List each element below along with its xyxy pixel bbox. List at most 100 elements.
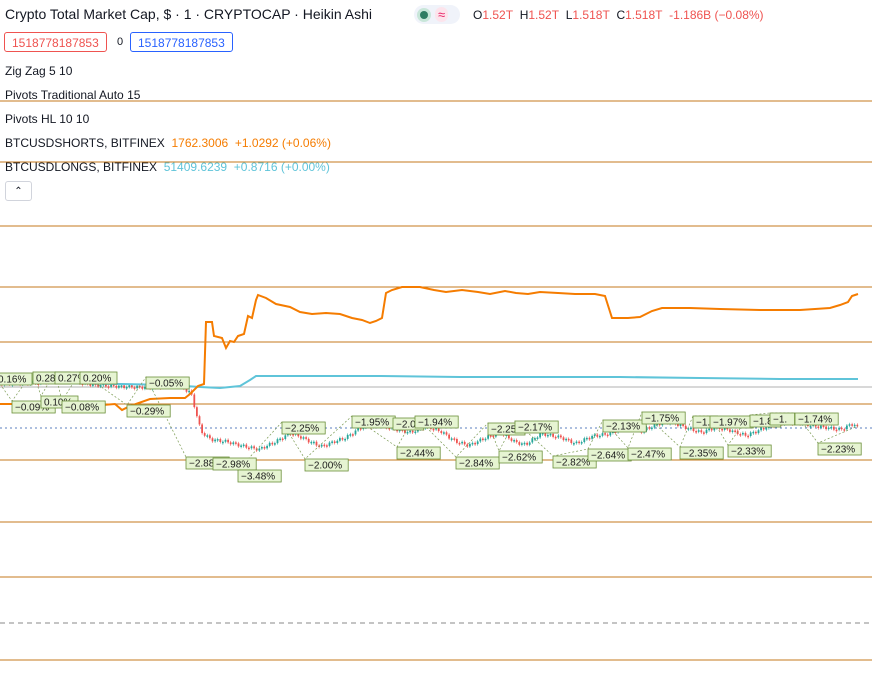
candle-body <box>588 437 591 440</box>
candle-body <box>697 430 700 432</box>
candle-body <box>214 439 216 442</box>
candle-body <box>827 427 830 430</box>
candle-body <box>682 424 684 426</box>
candle-body <box>328 442 331 446</box>
indicator-pivots-hl[interactable]: Pivots HL 10 10 <box>5 112 90 126</box>
zigzag-label-text: −1.75% <box>645 414 679 425</box>
candle-body <box>263 447 266 449</box>
symbol-title-text: Crypto Total Market Cap, $ · 1 · CRYPTOC… <box>5 6 372 22</box>
candle-body <box>851 424 853 426</box>
zigzag-label: −2.25% <box>281 421 326 435</box>
high-key: H <box>519 8 529 22</box>
zigzag-label-text: −2.25 <box>491 425 517 436</box>
overlay-value: 1762.3006 <box>171 136 229 150</box>
candle-body <box>604 433 606 435</box>
candle-body <box>508 434 510 439</box>
zigzag-label: −3.48% <box>237 469 282 483</box>
candle-body <box>89 384 92 386</box>
sell-button[interactable]: 1518778187853 <box>4 32 107 52</box>
zigzag-label-box <box>212 457 257 471</box>
candle-body <box>411 430 414 433</box>
candle-body <box>570 439 573 444</box>
zigzag-label: −2.44% <box>396 446 441 460</box>
candle-body <box>757 430 760 434</box>
candle-body <box>188 390 190 393</box>
collapse-legend-button[interactable]: ⌃ <box>5 181 32 201</box>
zigzag-label: −1.74% <box>794 412 839 426</box>
zigzag-label-text: −1.97% <box>713 418 747 429</box>
zigzag-label: −2.23% <box>817 442 862 456</box>
candle-body <box>469 444 471 447</box>
zigzag-label: 0.20% <box>79 371 118 385</box>
market-status-chip[interactable]: ≈ <box>414 5 460 24</box>
candle-body <box>305 437 307 439</box>
zigzag-label-text: −3.48% <box>241 472 275 483</box>
overlay-btcusdshorts[interactable]: BTCUSDSHORTS, BITFINEX 1762.3006 +1.0292… <box>5 136 331 150</box>
zigzag-label-box <box>414 415 459 429</box>
candle-body <box>539 433 541 438</box>
candle-body <box>292 434 294 436</box>
candle-body <box>479 438 482 442</box>
buy-button[interactable]: 1518778187853 <box>130 32 233 52</box>
zigzag-label-box <box>552 455 597 469</box>
candle-body <box>648 427 651 429</box>
candle-body <box>703 432 705 434</box>
zigzag-label: −1.75% <box>641 411 686 425</box>
zigzag-label: −1. <box>769 412 796 426</box>
candle-body <box>541 432 544 435</box>
candle-body <box>349 434 352 436</box>
candle-body <box>222 441 224 444</box>
candle-body <box>565 438 567 441</box>
candle-body <box>315 441 318 446</box>
candle-body <box>320 444 323 447</box>
market-status-dot-icon <box>420 10 428 19</box>
candle-body <box>515 440 518 443</box>
candle-body <box>453 438 456 440</box>
candle-body <box>261 447 263 449</box>
low-value: 1.518T <box>572 8 610 22</box>
overlay-name: BTCUSDSHORTS, BITFINEX <box>5 136 165 150</box>
candle-body <box>731 430 734 432</box>
zigzag-label-box <box>304 458 349 472</box>
candle-body <box>531 438 534 443</box>
zigzag-label-box <box>0 372 33 386</box>
candle-body <box>606 434 609 437</box>
candle-body <box>302 437 305 439</box>
candle-body <box>521 443 523 445</box>
indicator-zigzag[interactable]: Zig Zag 5 10 <box>5 64 73 78</box>
overlay-btcusdlongs[interactable]: BTCUSDLONGS, BITFINEX 51409.6239 +0.8716… <box>5 160 330 174</box>
candle-body <box>120 385 123 387</box>
candle-body <box>573 443 575 445</box>
candle-body <box>700 430 703 433</box>
zigzag-label: −0.05% <box>145 376 190 390</box>
candle-body <box>822 425 825 428</box>
candle-body <box>726 427 729 430</box>
candle-body <box>112 384 115 386</box>
candle-body <box>144 386 146 389</box>
candle-body <box>437 427 440 432</box>
candle-body <box>526 442 528 445</box>
candle-body <box>856 424 859 427</box>
indicator-pivots-traditional[interactable]: Pivots Traditional Auto 15 <box>5 88 141 102</box>
candle-body <box>118 385 120 388</box>
zigzag-label-text: −2.62% <box>502 453 536 464</box>
symbol-title[interactable]: Crypto Total Market Cap, $ · 1 · CRYPTOC… <box>5 6 372 22</box>
candle-body <box>695 431 697 433</box>
zigzag-label: −0.29% <box>126 404 171 418</box>
zigzag-label-text: −2.35% <box>683 449 717 460</box>
zigzag-label-text: −2.47% <box>631 450 665 461</box>
candle-body <box>115 385 118 388</box>
zigzag-label-text: −1.94% <box>418 418 452 429</box>
overlay-change: +0.8716 (+0.00%) <box>233 160 330 174</box>
candle-body <box>580 442 583 444</box>
candle-body <box>536 437 539 439</box>
candle-body <box>596 434 599 437</box>
zigzag-label-text: −0.29% <box>130 407 164 418</box>
candle-body <box>279 438 281 441</box>
zigzag-label: −2.33% <box>727 444 772 458</box>
btcusdshorts-line <box>0 286 859 412</box>
candle-body <box>461 441 463 444</box>
zigzag-label-box <box>281 421 326 435</box>
close-key: C <box>616 8 626 22</box>
